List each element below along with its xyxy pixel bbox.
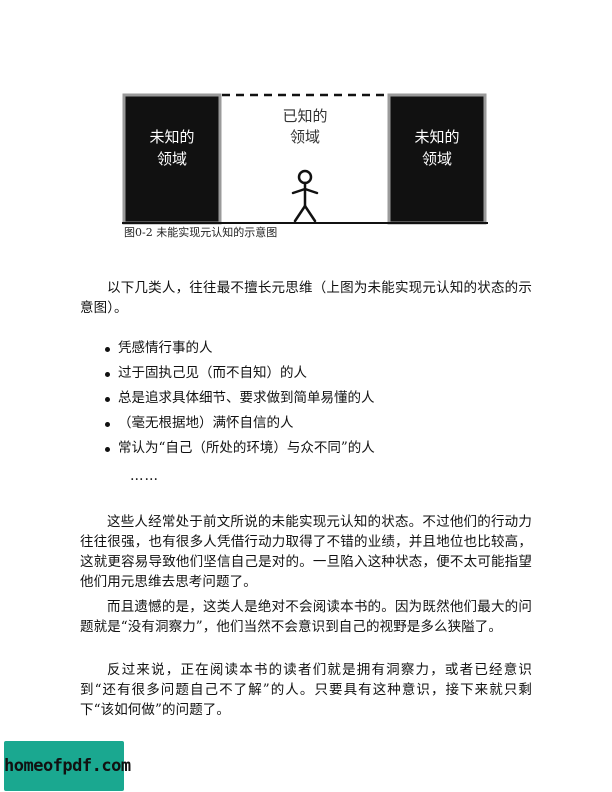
unknown-area-left-label-line1: 未知的 <box>149 128 194 146</box>
metacognition-diagram: 未知的 领域 未知的 领域 已知的 领域 <box>122 93 488 225</box>
list-ellipsis: …… <box>130 468 159 484</box>
list-item: 凭感情行事的人 <box>104 336 375 361</box>
bullet-list: 凭感情行事的人 过于固执己见（而不自知）的人 总是追求具体细节、要求做到简单易懂… <box>104 336 375 461</box>
list-item: 常认为“自己（所处的环境）与众不同”的人 <box>104 436 375 461</box>
unknown-area-left <box>122 93 222 225</box>
body-paragraph-2: 而且遗憾的是，这类人是绝对不会阅读本书的。因为既然他们最大的问题就是“没有洞察力… <box>80 599 532 635</box>
known-area-label-line2: 领域 <box>290 128 320 146</box>
figure-caption: 图0-2 未能实现元认知的示意图 <box>124 226 278 239</box>
list-item: （毫无根据地）满怀自信的人 <box>104 411 375 436</box>
watermark-logo: homeofpdf.com <box>4 741 131 791</box>
intro-paragraph: 以下几类人，往往最不擅长元思维（上图为未能实现元认知的状态的示意图）。 <box>80 280 532 316</box>
list-item: 总是追求具体细节、要求做到简单易懂的人 <box>104 386 375 411</box>
unknown-area-left-label-line2: 领域 <box>157 150 187 168</box>
list-item: 过于固执己见（而不自知）的人 <box>104 361 375 386</box>
unknown-area-right-label-line2: 领域 <box>422 150 452 168</box>
body-paragraph-1: 这些人经常处于前文所说的未能实现元认知的状态。不过他们的行动力往往很强，也有很多… <box>80 514 532 590</box>
unknown-area-right-label-line1: 未知的 <box>414 128 459 146</box>
unknown-area-right <box>387 93 487 225</box>
stick-figure-icon <box>291 169 319 223</box>
body-paragraph-3: 反过来说，正在阅读本书的读者们就是拥有洞察力，或者已经意识到“还有很多问题自己不… <box>80 662 532 718</box>
known-area-label-line1: 已知的 <box>282 107 327 125</box>
